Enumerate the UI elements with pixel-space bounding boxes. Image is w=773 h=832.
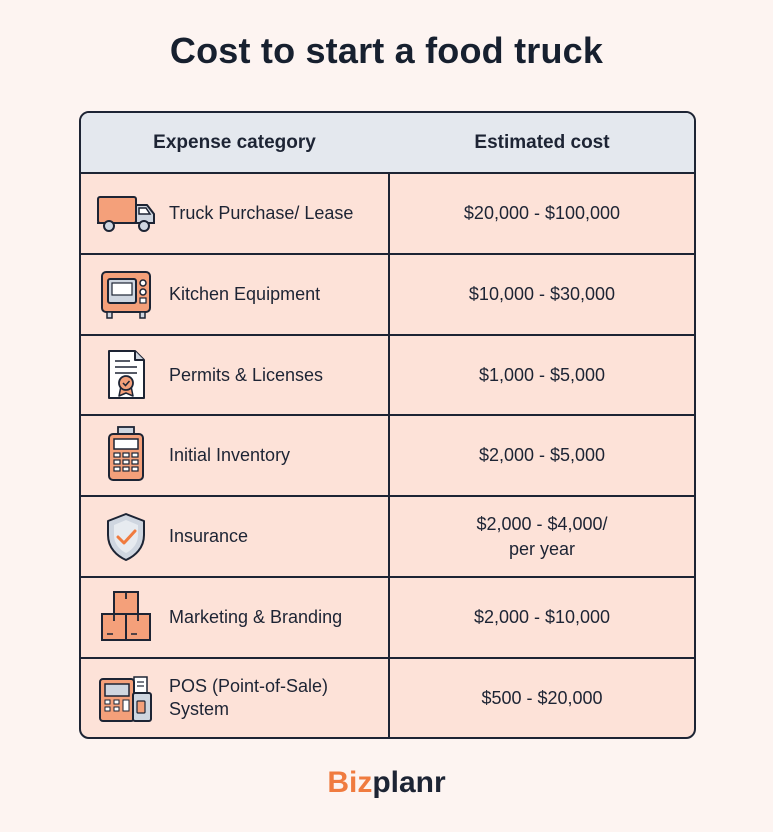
row-label: Insurance	[169, 526, 249, 546]
shield-check-icon	[95, 509, 157, 565]
cost-table: Expense category Estimated cost Truck Pu…	[79, 111, 696, 739]
table-row: Truck Purchase/ Lease $20,000 - $100,000	[81, 174, 694, 255]
pos-register-icon	[95, 671, 157, 727]
row-cost: $2,000 - $10,000	[473, 607, 611, 627]
certificate-icon	[95, 347, 157, 403]
table-row: Kitchen Equipment $10,000 - $30,000	[81, 255, 694, 336]
oven-icon	[95, 267, 157, 323]
row-cost: $500 - $20,000	[481, 687, 603, 708]
boxes-icon	[95, 589, 157, 645]
row-cost: $1,000 - $5,000	[478, 364, 606, 385]
row-cost: $2,000 - $5,000	[478, 445, 606, 465]
row-cost: $20,000 - $100,000	[463, 203, 621, 223]
row-label: Permits & Licenses	[169, 364, 324, 385]
card-terminal-icon	[95, 426, 157, 482]
logo-part-biz: Biz	[327, 766, 373, 799]
table-row: Marketing & Branding $2,000 - $10,000	[81, 578, 694, 659]
row-label: Initial Inventory	[169, 445, 291, 465]
row-cost: $10,000 - $30,000	[468, 284, 616, 304]
cost-line: $2,000 - $4,000/	[476, 513, 608, 534]
label-line: System	[169, 699, 230, 719]
header-estimated-cost: Estimated cost	[474, 132, 610, 153]
row-label: Kitchen Equipment	[169, 284, 321, 304]
logo-part-planr: planr	[372, 766, 446, 799]
table-row: Insurance $2,000 - $4,000/ per year	[81, 497, 694, 578]
bizplanr-logo: Bizplanr	[0, 766, 773, 800]
label-line: POS (Point-of-Sale)	[169, 676, 329, 696]
row-label: Truck Purchase/ Lease	[169, 203, 354, 223]
table-row: Permits & Licenses $1,000 - $5,000	[81, 336, 694, 416]
table-row: Initial Inventory $2,000 - $5,000	[81, 416, 694, 497]
table-header: Expense category Estimated cost	[81, 113, 694, 174]
page-title: Cost to start a food truck	[169, 30, 604, 71]
header-expense-category: Expense category	[153, 132, 316, 153]
table-row: POS (Point-of-Sale) System $500 - $20,00…	[81, 659, 694, 737]
row-label: POS (Point-of-Sale) System	[169, 659, 384, 737]
column-divider	[388, 113, 390, 737]
truck-icon	[95, 186, 157, 242]
row-label: Marketing & Branding	[169, 607, 343, 627]
cost-line: per year	[508, 538, 576, 559]
row-cost: $2,000 - $4,000/ per year	[390, 497, 694, 576]
